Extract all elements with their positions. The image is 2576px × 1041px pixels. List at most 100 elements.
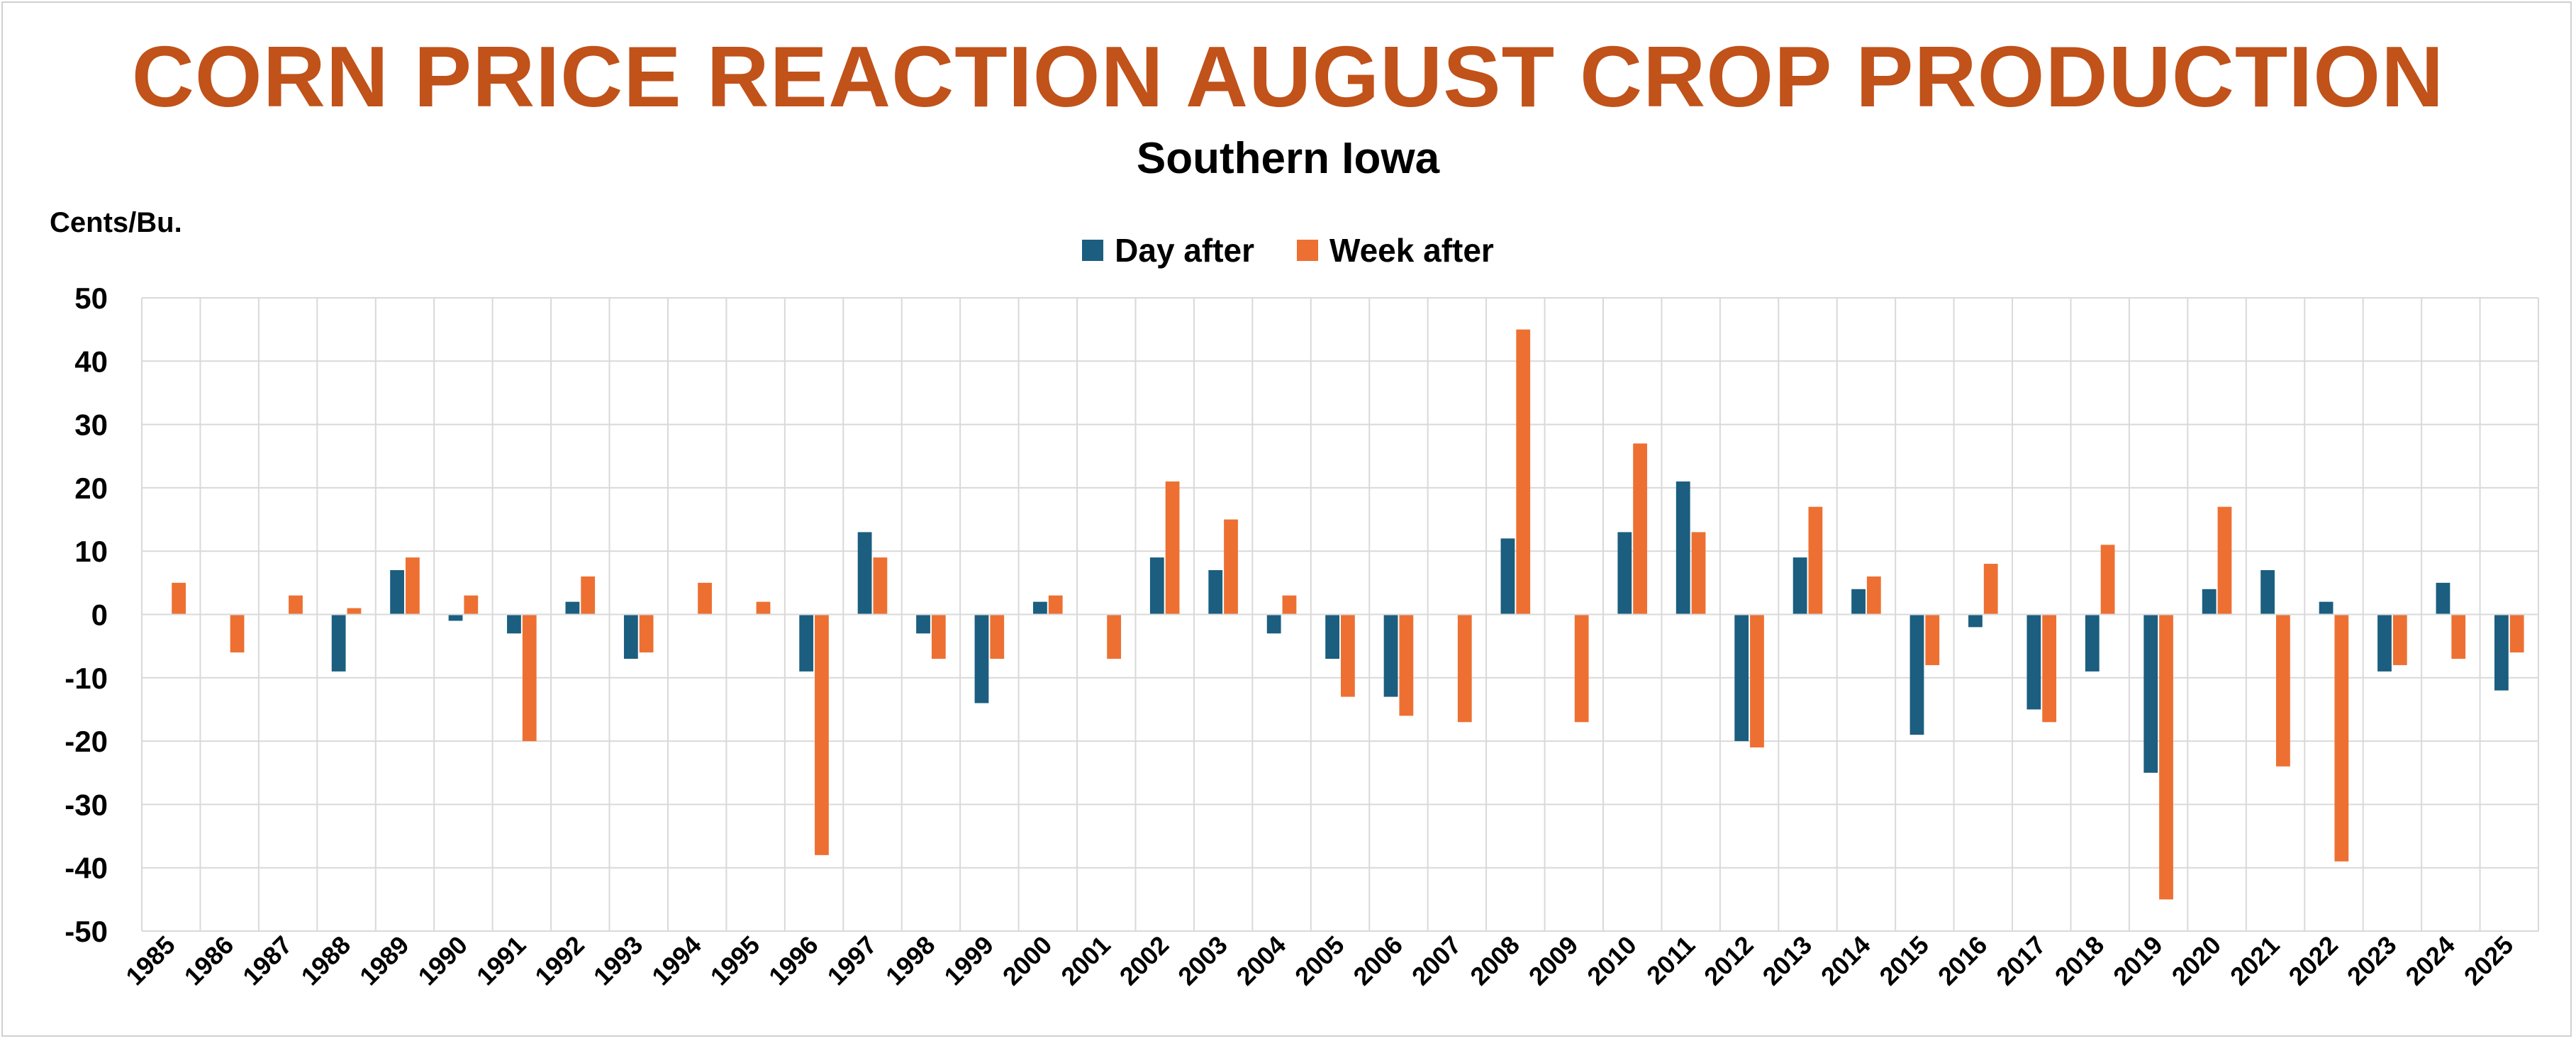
bar-week-after [1282, 595, 1297, 615]
y-tick-label: -40 [65, 852, 108, 885]
bar-day-after [2085, 614, 2100, 672]
bar-day-after [2377, 614, 2392, 672]
bar-day-after [2319, 601, 2334, 615]
bar-week-after [522, 614, 537, 742]
x-tick-label: 2025 [2458, 930, 2519, 991]
bar-day-after [799, 614, 814, 672]
bar-week-after [1224, 519, 1238, 615]
bar-day-after [1968, 614, 1983, 628]
bar-day-after [1675, 481, 1690, 615]
x-tick-label: 2017 [1990, 930, 2051, 991]
bar-day-after [2202, 589, 2217, 615]
bar-day-after [2436, 582, 2450, 615]
bar-week-after [2100, 545, 2115, 615]
x-tick-label: 1997 [822, 930, 883, 991]
y-tick-label: -20 [65, 725, 108, 758]
y-tick-label: -50 [65, 915, 108, 948]
bar-week-after [1048, 595, 1063, 615]
legend-label-day-after: Day after [1115, 232, 1255, 269]
bar-week-after [1983, 564, 1998, 615]
bar-week-after [1341, 614, 1355, 697]
bar-week-after [1457, 614, 1472, 723]
bar-week-after [698, 582, 712, 615]
bar-day-after [331, 614, 346, 672]
x-tick-label: 2021 [2224, 930, 2285, 991]
bar-week-after [2451, 614, 2466, 659]
bar-day-after [1325, 614, 1339, 659]
bar-week-after [289, 595, 303, 615]
x-tick-label: 2020 [2166, 930, 2227, 991]
bar-day-after [623, 614, 638, 659]
bar-day-after [1734, 614, 1749, 742]
x-tick-label: 1999 [938, 930, 999, 991]
bar-day-after [2494, 614, 2509, 691]
x-tick-label: 2009 [1523, 930, 1584, 991]
bar-week-after [1691, 532, 1706, 615]
y-axis-label: Cents/Bu. [50, 207, 182, 238]
bar-week-after [2159, 614, 2173, 900]
x-tick-label: 1985 [120, 930, 181, 991]
x-tick-label: 2018 [2049, 930, 2110, 991]
bar-week-after [581, 576, 596, 615]
y-tick-label: -10 [65, 662, 108, 695]
x-tick-label: 2002 [1114, 930, 1175, 991]
bar-day-after [1208, 569, 1223, 615]
bar-week-after [2392, 614, 2407, 665]
bar-week-after [2042, 614, 2057, 723]
x-tick-label: 2005 [1289, 930, 1350, 991]
x-tick-label: 2013 [1757, 930, 1818, 991]
x-tick-label: 1991 [471, 930, 532, 991]
y-tick-label: 40 [74, 345, 108, 378]
bar-day-after [1383, 614, 1398, 697]
bar-day-after [2026, 614, 2041, 710]
x-tick-label: 2014 [1815, 930, 1876, 991]
x-tick-label: 2007 [1406, 930, 1467, 991]
legend: Day after Week after [0, 231, 2576, 269]
bar-week-after [873, 557, 888, 615]
x-tick-label: 1993 [588, 930, 649, 991]
x-tick-label: 2008 [1464, 930, 1525, 991]
x-tick-label: 1989 [354, 930, 415, 991]
bar-week-after [1574, 614, 1589, 723]
x-tick-label: 1995 [705, 930, 766, 991]
bar-week-after [464, 595, 479, 615]
bar-day-after [448, 614, 463, 621]
legend-item-week-after: Week after [1297, 231, 1494, 269]
bar-week-after [990, 614, 1005, 659]
x-tick-label: 2011 [1641, 930, 1700, 990]
bar-week-after [1866, 576, 1881, 615]
bar-day-after [1851, 589, 1866, 615]
y-tick-label: -30 [65, 788, 108, 821]
x-tick-label: 2003 [1172, 930, 1233, 991]
bar-week-after [1750, 614, 1764, 748]
bar-day-after [390, 569, 404, 615]
bar-week-after [1165, 481, 1180, 615]
legend-swatch-week-after [1297, 240, 1319, 261]
bar-week-after [2334, 614, 2349, 862]
x-tick-label: 2004 [1231, 930, 1292, 991]
bar-week-after [1516, 329, 1531, 615]
legend-swatch-day-after [1082, 240, 1104, 261]
x-tick-label: 2000 [997, 930, 1058, 991]
bar-week-after [1399, 614, 1414, 716]
bar-week-after [931, 614, 946, 659]
bar-day-after [1909, 614, 1924, 735]
x-tick-label: 2023 [2341, 930, 2402, 991]
bar-day-after [1792, 557, 1807, 615]
bar-day-after [1500, 538, 1515, 615]
x-tick-label: 1996 [763, 930, 824, 991]
bar-week-after [2217, 506, 2232, 615]
x-tick-label: 1994 [646, 930, 707, 991]
x-tick-label: 2019 [2107, 930, 2168, 991]
x-tick-label: 1990 [412, 930, 473, 991]
bar-day-after [565, 601, 580, 615]
x-tick-label: 2024 [2399, 930, 2460, 991]
bar-week-after [1808, 506, 1823, 615]
bar-week-after [2276, 614, 2290, 767]
bar-week-after [756, 601, 771, 615]
bar-week-after [230, 614, 245, 653]
x-tick-label: 2016 [1932, 930, 1993, 991]
bar-week-after [2509, 614, 2524, 653]
bar-week-after [1107, 614, 1122, 659]
